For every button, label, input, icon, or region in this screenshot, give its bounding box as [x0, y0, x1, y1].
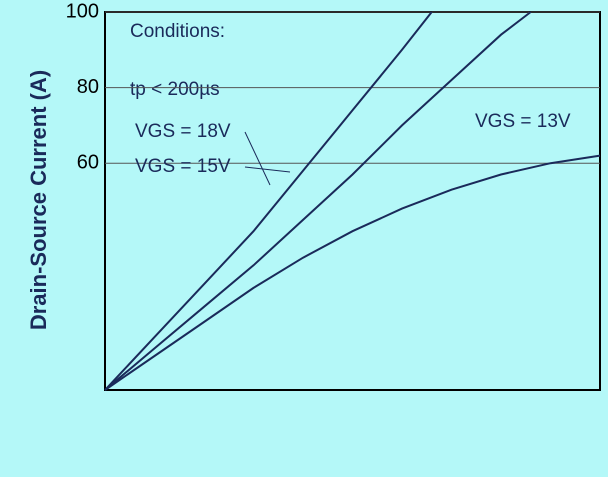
y-tick-label: 80 [77, 76, 99, 98]
annotation: tp < 200µs [130, 79, 220, 100]
legend-label: VGS = 18V [135, 121, 231, 142]
y-axis-label: Drain-Source Current (A) [26, 70, 51, 330]
series-line [104, 154, 601, 391]
series-line [104, 11, 433, 391]
legend-label: VGS = 15V [135, 156, 231, 177]
series-line [104, 11, 532, 391]
annotation: Conditions: [130, 21, 225, 42]
label-leader [244, 166, 291, 173]
y-tick-label: 100 [66, 0, 99, 22]
legend-label: VGS = 13V [475, 111, 571, 132]
y-tick-label: 60 [77, 151, 99, 173]
label-leader [244, 131, 271, 186]
